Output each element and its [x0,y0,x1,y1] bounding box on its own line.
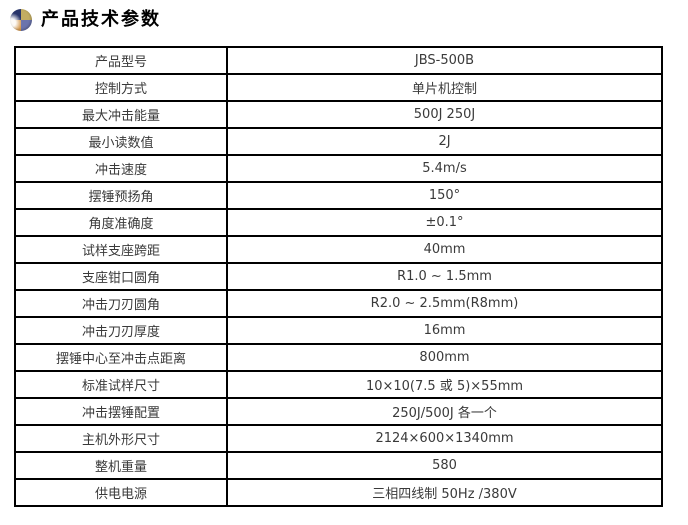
param-value: 10×10(7.5 或 5)×55mm [226,370,663,399]
param-value: 150° [226,181,663,210]
table-row: 主机外形尺寸 2124×600×1340mm [14,424,663,453]
param-label: 冲击刀刃圆角 [14,289,228,318]
param-value: 580 [226,451,663,480]
table-row: 角度准确度 ±0.1° [14,208,663,237]
table-row: 冲击刀刃圆角 R2.0 ~ 2.5mm(R8mm) [14,289,663,318]
param-label: 整机重量 [14,451,228,480]
param-value: 16mm [226,316,663,345]
param-value: 5.4m/s [226,154,663,183]
param-label: 摆锤中心至冲击点距离 [14,343,228,372]
table-row: 摆锤预扬角 150° [14,181,663,210]
param-value: ±0.1° [226,208,663,237]
param-label: 控制方式 [14,73,228,102]
param-value: 250J/500J 各一个 [226,397,663,426]
param-value: JBS-500B [226,46,663,75]
param-value: 单片机控制 [226,73,663,102]
param-value: R1.0 ~ 1.5mm [226,262,663,291]
param-value: 500J 250J [226,100,663,129]
table-row: 支座钳口圆角 R1.0 ~ 1.5mm [14,262,663,291]
param-label: 最小读数值 [14,127,228,156]
spec-table: 产品型号 JBS-500B 控制方式 单片机控制 最大冲击能量 500J 250J 最小读数… [14,46,663,507]
sphere-quadrant-icon [10,9,32,31]
spec-table-body: 产品型号 JBS-500B 控制方式 单片机控制 最大冲击能量 500J 250J 最小读数… [14,46,663,507]
table-row: 冲击速度 5.4m/s [14,154,663,183]
param-value: R2.0 ~ 2.5mm(R8mm) [226,289,663,318]
param-value: 800mm [226,343,663,372]
param-label: 角度准确度 [14,208,228,237]
table-row: 摆锤中心至冲击点距离 800mm [14,343,663,372]
table-row: 标准试样尺寸 10×10(7.5 或 5)×55mm [14,370,663,399]
param-value: 三相四线制 50Hz /380V [226,478,663,507]
param-label: 标准试样尺寸 [14,370,228,399]
table-row: 试样支座跨距 40mm [14,235,663,264]
param-value: 40mm [226,235,663,264]
table-row: 控制方式 单片机控制 [14,73,663,102]
param-value: 2124×600×1340mm [226,424,663,453]
param-label: 产品型号 [14,46,228,75]
param-label: 供电电源 [14,478,228,507]
param-label: 最大冲击能量 [14,100,228,129]
page-title: 产品技术参数 [41,9,161,30]
param-label: 摆锤预扬角 [14,181,228,210]
param-label: 主机外形尺寸 [14,424,228,453]
param-label: 支座钳口圆角 [14,262,228,291]
param-label: 冲击速度 [14,154,228,183]
table-row: 整机重量 580 [14,451,663,480]
table-row: 最小读数值 2J [14,127,663,156]
table-row: 最大冲击能量 500J 250J [14,100,663,129]
table-row: 供电电源 三相四线制 50Hz /380V [14,478,663,507]
table-row: 产品型号 JBS-500B [14,46,663,75]
param-value: 2J [226,127,663,156]
table-row: 冲击摆锤配置 250J/500J 各一个 [14,397,663,426]
param-label: 试样支座跨距 [14,235,228,264]
param-label: 冲击刀刃厚度 [14,316,228,345]
table-row: 冲击刀刃厚度 16mm [14,316,663,345]
param-label: 冲击摆锤配置 [14,397,228,426]
section-header: 产品技术参数 [0,0,688,34]
